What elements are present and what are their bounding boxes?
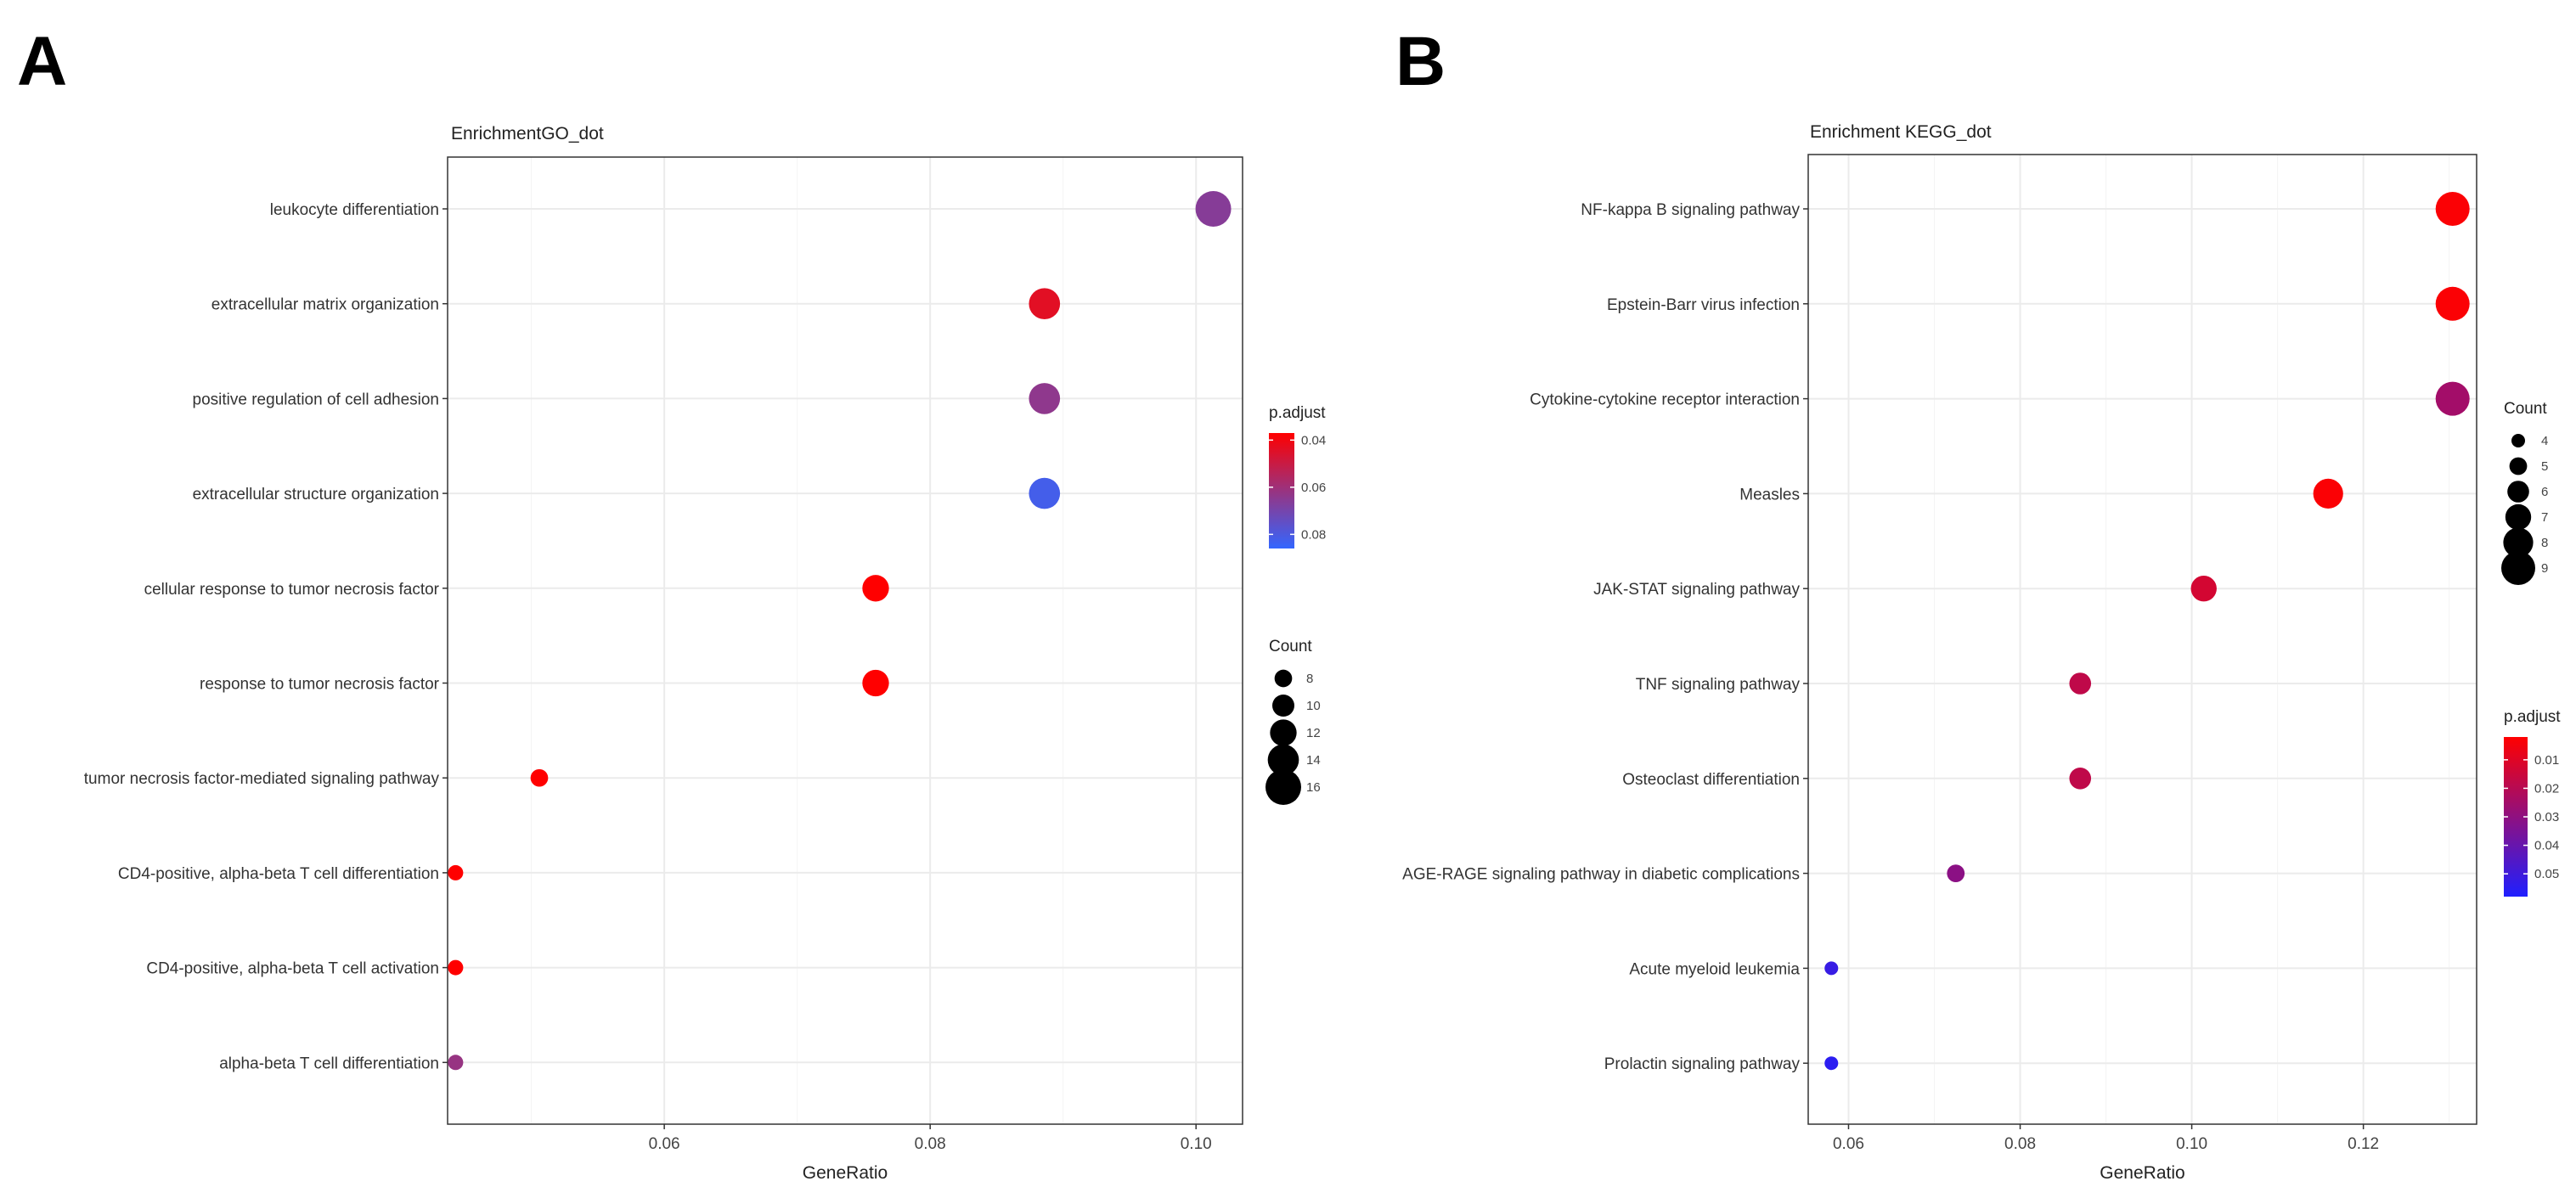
go-dot-point bbox=[1195, 191, 1232, 227]
go-size-legend-dot bbox=[1270, 719, 1297, 746]
kegg-chart-title: Enrichment KEGG_dot bbox=[1810, 122, 1992, 142]
go-color-bar bbox=[1269, 433, 1294, 548]
go-size-legend-dot bbox=[1267, 744, 1299, 776]
go-size-legend-label: 10 bbox=[1306, 699, 1321, 713]
go-dot-point bbox=[1029, 288, 1061, 320]
go-color-tick-label: 0.08 bbox=[1301, 527, 1326, 542]
kegg-color-tick-label: 0.02 bbox=[2534, 781, 2559, 796]
go-size-legend-dot bbox=[1265, 769, 1301, 805]
kegg-dot-point bbox=[2435, 286, 2470, 321]
kegg-y-tick-label: AGE-RAGE signaling pathway in diabetic c… bbox=[1402, 866, 1800, 884]
go-color-tick-label: 0.06 bbox=[1301, 481, 1326, 495]
kegg-y-tick-label: JAK-STAT signaling pathway bbox=[1593, 581, 1800, 599]
go-y-tick-label: alpha-beta T cell differentiation bbox=[219, 1055, 439, 1072]
kegg-y-tick-label: Prolactin signaling pathway bbox=[1604, 1055, 1801, 1073]
go-y-tick-label: leukocyte differentiation bbox=[270, 201, 439, 219]
kegg-y-tick-label: Epstein-Barr virus infection bbox=[1607, 296, 1800, 314]
go-size-legend-title: Count bbox=[1269, 638, 1312, 655]
go-plot-border bbox=[447, 156, 1243, 1125]
kegg-dot-point bbox=[1947, 864, 1965, 882]
go-dot-point bbox=[448, 1055, 464, 1071]
kegg-color-tick-label: 0.03 bbox=[2534, 810, 2559, 824]
panel-letter-a: A bbox=[17, 23, 68, 100]
go-dot-point bbox=[862, 575, 889, 602]
go-y-tick-label: response to tumor necrosis factor bbox=[200, 676, 440, 694]
kegg-y-tick-label: Osteoclast differentiation bbox=[1622, 771, 1800, 789]
kegg-x-tick-label: 0.06 bbox=[1833, 1135, 1864, 1153]
kegg-size-legend-title: Count bbox=[2504, 400, 2547, 418]
go-size-legend-label: 14 bbox=[1306, 753, 1321, 768]
kegg-size-legend-dot bbox=[2511, 434, 2525, 447]
kegg-size-legend-label: 7 bbox=[2541, 510, 2548, 525]
go-x-tick-label: 0.06 bbox=[649, 1135, 680, 1153]
go-dot-point bbox=[448, 959, 464, 976]
go-dot-point bbox=[448, 864, 464, 880]
kegg-size-legend-label: 4 bbox=[2541, 434, 2548, 448]
go-dot-point bbox=[530, 768, 549, 787]
kegg-dot-point bbox=[2190, 576, 2217, 602]
kegg-color-tick-label: 0.04 bbox=[2534, 839, 2559, 853]
kegg-dot-point bbox=[2435, 192, 2470, 226]
kegg-color-tick-label: 0.01 bbox=[2534, 753, 2559, 768]
kegg-size-legend-dot bbox=[2501, 551, 2535, 585]
kegg-x-tick-label: 0.08 bbox=[2004, 1135, 2036, 1153]
kegg-size-legend-dot bbox=[2507, 481, 2529, 503]
go-dot-point bbox=[1029, 383, 1061, 414]
go-chart-title: EnrichmentGO_dot bbox=[451, 124, 604, 143]
go-size-legend-label: 8 bbox=[1306, 672, 1313, 686]
go-y-tick-label: extracellular structure organization bbox=[193, 486, 439, 503]
go-color-legend-title: p.adjust bbox=[1269, 404, 1326, 422]
go-size-legend-dot bbox=[1274, 669, 1293, 688]
go-x-tick-label: 0.10 bbox=[1181, 1135, 1212, 1153]
kegg-size-legend-dot bbox=[2503, 527, 2534, 558]
go-dot-point bbox=[1029, 477, 1061, 509]
kegg-dot-point bbox=[1824, 1056, 1839, 1071]
kegg-y-tick-label: TNF signaling pathway bbox=[1636, 676, 1801, 694]
go-x-axis-label: GeneRatio bbox=[803, 1163, 888, 1183]
go-chart: EnrichmentGO_dot leukocyte differentiatio… bbox=[84, 124, 1326, 1183]
kegg-dot-point bbox=[2435, 381, 2470, 416]
kegg-y-tick-label: NF-kappa B signaling pathway bbox=[1581, 201, 1800, 219]
go-y-tick-label: positive regulation of cell adhesion bbox=[193, 391, 439, 408]
kegg-size-legend-label: 8 bbox=[2541, 536, 2548, 550]
kegg-color-legend-title: p.adjust bbox=[2504, 708, 2561, 726]
go-y-tick-label: CD4-positive, alpha-beta T cell differen… bbox=[118, 865, 439, 883]
kegg-size-legend-dot bbox=[2509, 457, 2528, 475]
go-y-tick-label: tumor necrosis factor-mediated signaling… bbox=[84, 770, 440, 788]
kegg-size-legend-dot bbox=[2505, 503, 2532, 531]
go-size-legend-dot bbox=[1272, 695, 1294, 717]
go-y-tick-label: extracellular matrix organization bbox=[211, 296, 439, 314]
kegg-dot-point bbox=[1824, 961, 1839, 976]
kegg-x-axis-label: GeneRatio bbox=[2100, 1163, 2184, 1183]
kegg-x-tick-label: 0.12 bbox=[2348, 1135, 2379, 1153]
go-y-tick-label: cellular response to tumor necrosis fact… bbox=[144, 581, 440, 599]
panel-letter-b: B bbox=[1395, 23, 1446, 100]
go-color-tick-label: 0.04 bbox=[1301, 433, 1326, 447]
kegg-y-tick-label: Cytokine-cytokine receptor interaction bbox=[1530, 391, 1800, 409]
kegg-y-tick-label: Acute myeloid leukemia bbox=[1629, 960, 1800, 978]
kegg-size-legend-label: 5 bbox=[2541, 459, 2548, 474]
kegg-dot-point bbox=[2069, 768, 2092, 790]
kegg-y-tick-label: Measles bbox=[1739, 486, 1800, 503]
kegg-dot-point bbox=[2313, 478, 2343, 509]
go-x-tick-label: 0.08 bbox=[915, 1135, 946, 1153]
kegg-size-legend-label: 6 bbox=[2541, 485, 2548, 499]
kegg-dot-point bbox=[2069, 672, 2092, 695]
kegg-size-legend-label: 9 bbox=[2541, 561, 2548, 576]
kegg-chart: Enrichment KEGG_dot NF-kappa B signaling … bbox=[1402, 122, 2561, 1183]
go-dot-point bbox=[862, 669, 889, 697]
go-size-legend-label: 12 bbox=[1306, 726, 1321, 740]
kegg-x-tick-label: 0.10 bbox=[2176, 1135, 2207, 1153]
go-size-legend-label: 16 bbox=[1306, 780, 1321, 795]
kegg-color-tick-label: 0.05 bbox=[2534, 867, 2559, 881]
kegg-plot-border bbox=[1807, 154, 2477, 1125]
go-y-tick-label: CD4-positive, alpha-beta T cell activati… bbox=[146, 960, 439, 978]
